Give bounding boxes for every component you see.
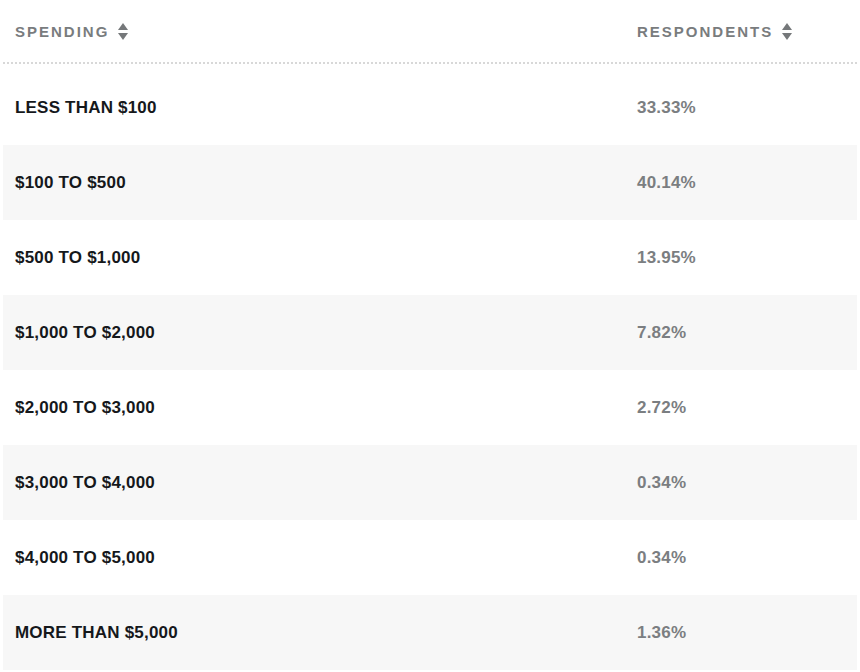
respondents-cell: 33.33% — [625, 98, 857, 118]
sort-ascending-icon — [782, 23, 792, 30]
table-row: $4,000 TO $5,000 0.34% — [3, 520, 857, 595]
column-header-spending-label: SPENDING — [15, 23, 109, 40]
results-table-page: SPENDING RESPONDENTS LESS THAN $100 33.3… — [0, 0, 860, 672]
table-body: LESS THAN $100 33.33% $100 TO $500 40.14… — [3, 70, 857, 670]
table-header: SPENDING RESPONDENTS — [3, 0, 857, 64]
column-header-spending[interactable]: SPENDING — [3, 23, 625, 40]
table-row: $100 TO $500 40.14% — [3, 145, 857, 220]
spending-cell: LESS THAN $100 — [3, 98, 625, 118]
spending-cell: $2,000 TO $3,000 — [3, 398, 625, 418]
spending-cell: $100 TO $500 — [3, 173, 625, 193]
column-header-respondents[interactable]: RESPONDENTS — [625, 23, 857, 40]
respondents-cell: 0.34% — [625, 473, 857, 493]
sort-descending-icon — [782, 33, 792, 40]
column-header-respondents-label: RESPONDENTS — [637, 23, 773, 40]
table-row: $500 TO $1,000 13.95% — [3, 220, 857, 295]
respondents-cell: 2.72% — [625, 398, 857, 418]
table-row: $1,000 TO $2,000 7.82% — [3, 295, 857, 370]
table-row: $2,000 TO $3,000 2.72% — [3, 370, 857, 445]
respondents-cell: 7.82% — [625, 323, 857, 343]
spending-cell: $1,000 TO $2,000 — [3, 323, 625, 343]
spending-cell: $4,000 TO $5,000 — [3, 548, 625, 568]
sort-icon[interactable] — [782, 23, 792, 40]
respondents-cell: 1.36% — [625, 623, 857, 643]
sort-descending-icon — [118, 33, 128, 40]
sort-ascending-icon — [118, 23, 128, 30]
sort-icon[interactable] — [118, 23, 128, 40]
respondents-cell: 0.34% — [625, 548, 857, 568]
spending-cell: $500 TO $1,000 — [3, 248, 625, 268]
respondents-cell: 40.14% — [625, 173, 857, 193]
spending-cell: MORE THAN $5,000 — [3, 623, 625, 643]
respondents-cell: 13.95% — [625, 248, 857, 268]
table-row: $3,000 TO $4,000 0.34% — [3, 445, 857, 520]
spending-results-table: SPENDING RESPONDENTS LESS THAN $100 33.3… — [3, 0, 857, 670]
spending-cell: $3,000 TO $4,000 — [3, 473, 625, 493]
table-row: MORE THAN $5,000 1.36% — [3, 595, 857, 670]
table-row: LESS THAN $100 33.33% — [3, 70, 857, 145]
